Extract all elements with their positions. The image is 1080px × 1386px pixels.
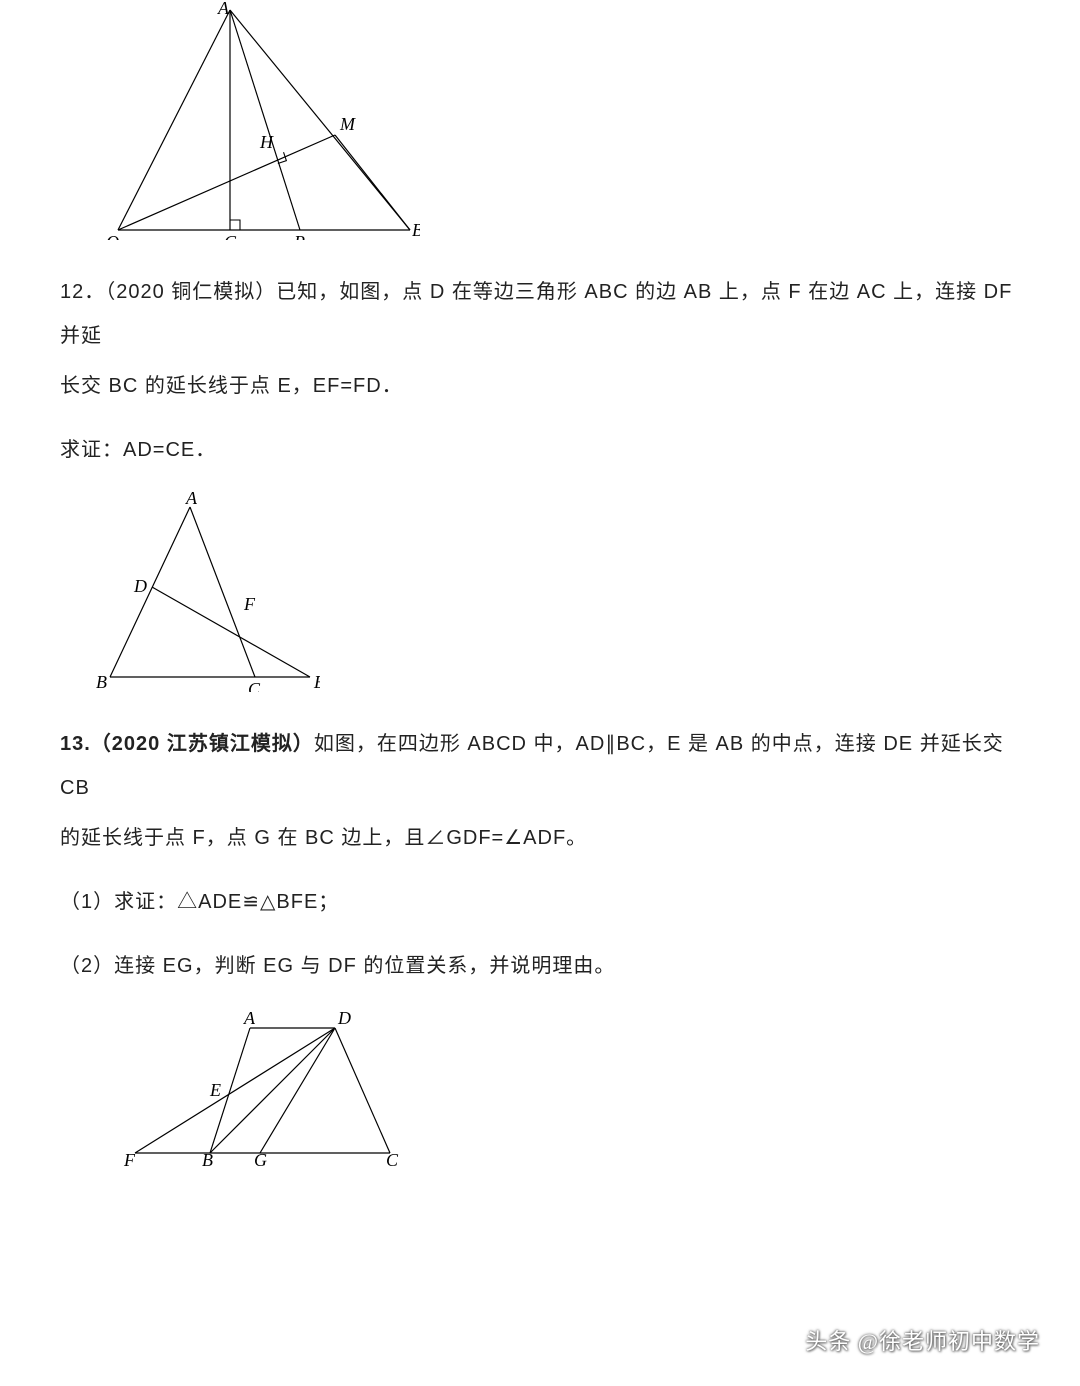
figure-2-svg: A B C E D F [60, 492, 320, 692]
problem-13-line2: 的延长线于点 F，点 G 在 BC 边上，且∠GDF=∠ADF。 [60, 816, 1020, 860]
svg-text:D: D [133, 576, 147, 596]
svg-text:D: D [337, 1008, 351, 1028]
svg-text:G: G [254, 1150, 267, 1168]
svg-text:F: F [123, 1150, 136, 1168]
svg-text:E: E [209, 1080, 221, 1100]
svg-text:E: E [313, 672, 320, 692]
svg-text:P: P [293, 232, 305, 240]
svg-text:Q: Q [106, 232, 119, 240]
figure-1-svg: A B C Q P H M [60, 0, 420, 240]
svg-text:B: B [96, 672, 107, 692]
problem-12-line2: 长交 BC 的延长线于点 E，EF=FD． [60, 364, 1020, 408]
problem-13-part1: （1）求证：△ADE≌△BFE； [60, 880, 1020, 924]
svg-text:B: B [202, 1150, 213, 1168]
figure-3: A D F B G C E [90, 1008, 1020, 1168]
figure-2: A B C E D F [60, 492, 1020, 692]
problem-13-part2: （2）连接 EG，判断 EG 与 DF 的位置关系，并说明理由。 [60, 944, 1020, 988]
svg-text:M: M [339, 114, 356, 134]
figure-1: A B C Q P H M [60, 0, 1020, 240]
svg-text:C: C [248, 679, 261, 692]
problem-13-prefix: 13.（2020 江苏镇江模拟） [60, 733, 314, 755]
problem-12-line3: 求证：AD=CE． [60, 428, 1020, 472]
svg-text:H: H [259, 132, 274, 152]
svg-text:B: B [412, 220, 420, 240]
svg-text:C: C [386, 1150, 399, 1168]
svg-text:C: C [224, 232, 237, 240]
svg-text:A: A [185, 492, 198, 508]
figure-3-svg: A D F B G C E [90, 1008, 400, 1168]
svg-text:F: F [243, 594, 256, 614]
watermark: 头条 @徐老师初中数学 [805, 1324, 1040, 1356]
problem-12-line1: 12．（2020 铜仁模拟）已知，如图，点 D 在等边三角形 ABC 的边 AB… [60, 270, 1020, 358]
problem-13-line1: 13.（2020 江苏镇江模拟）如图，在四边形 ABCD 中，AD∥BC，E 是… [60, 722, 1020, 810]
svg-text:A: A [243, 1008, 256, 1028]
svg-text:A: A [217, 0, 230, 18]
